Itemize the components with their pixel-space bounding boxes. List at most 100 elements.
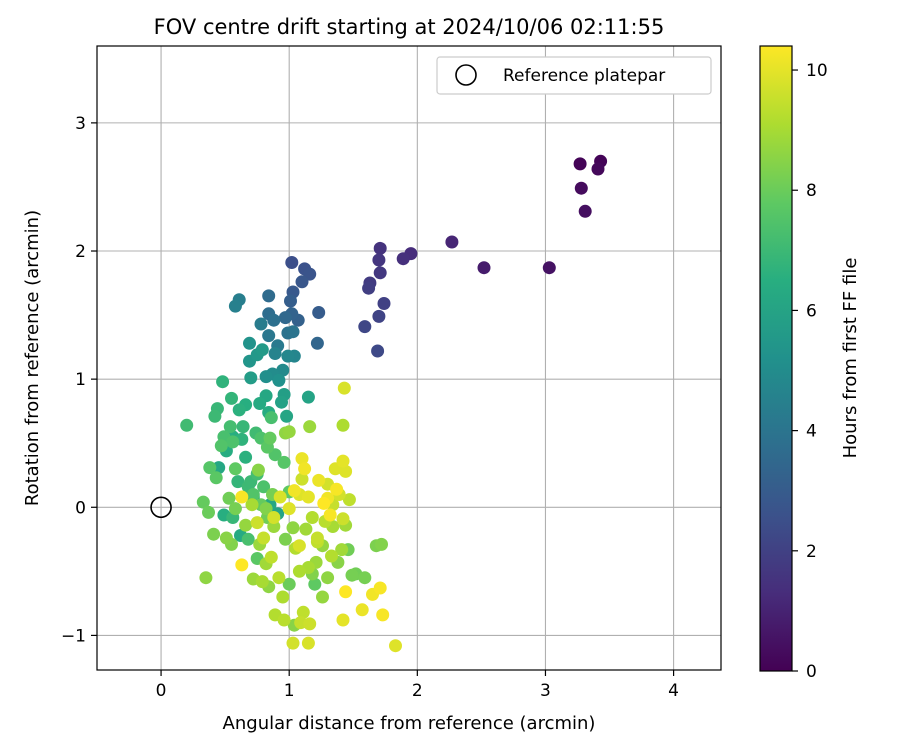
data-point: [358, 571, 372, 585]
data-point: [337, 381, 351, 395]
data-point: [573, 157, 587, 171]
data-point: [371, 344, 385, 358]
data-point: [239, 518, 253, 532]
data-point: [591, 162, 605, 176]
data-point: [578, 204, 592, 218]
y-tick-label: −1: [61, 626, 86, 646]
data-point: [277, 613, 291, 627]
data-point: [255, 575, 269, 589]
data-point: [207, 527, 221, 541]
data-point: [280, 409, 294, 423]
data-point: [244, 371, 258, 385]
data-point: [264, 411, 278, 425]
data-point: [316, 590, 329, 604]
data-point: [339, 464, 353, 478]
data-point: [262, 289, 276, 303]
data-point: [336, 418, 350, 432]
data-point: [199, 571, 213, 585]
data-point: [180, 418, 194, 432]
data-point: [292, 539, 306, 553]
data-point: [278, 311, 292, 325]
data-point: [267, 511, 281, 524]
data-point: [212, 461, 226, 475]
data-point: [257, 531, 271, 545]
plot-frame: [96, 45, 722, 671]
x-axis-label: Angular distance from reference (arcmin): [223, 713, 596, 734]
data-point: [241, 532, 255, 546]
data-point: [286, 521, 300, 535]
data-point: [245, 498, 259, 512]
data-point: [372, 253, 386, 267]
data-point: [477, 261, 491, 275]
y-tick-label: 2: [75, 242, 86, 262]
data-point: [203, 461, 217, 475]
colorbar-gradient: [759, 45, 793, 672]
data-point: [295, 472, 309, 486]
data-point: [263, 431, 277, 445]
chart-title: FOV centre drift starting at 2024/10/06 …: [154, 15, 665, 39]
data-point: [301, 636, 315, 650]
data-point: [255, 343, 269, 357]
data-point: [243, 336, 256, 350]
data-point: [396, 252, 410, 266]
data-point: [225, 391, 238, 405]
data-point: [209, 471, 223, 485]
data-point: [228, 502, 242, 516]
y-axis-label: Rotation from reference (arcmin): [22, 210, 43, 506]
data-point: [264, 550, 278, 564]
data-point: [445, 235, 459, 249]
data-point: [377, 297, 391, 310]
data-point: [542, 261, 556, 275]
data-point: [223, 420, 237, 434]
data-point: [296, 605, 310, 619]
data-point: [373, 581, 387, 595]
data-point: [275, 395, 288, 409]
colorbar-tick-label: 2: [806, 542, 817, 562]
grid-lines: [97, 46, 721, 670]
data-point: [219, 531, 233, 545]
data-point: [235, 558, 249, 572]
data-point: [389, 639, 402, 653]
data-point: [342, 493, 356, 507]
data-point: [286, 325, 300, 339]
x-tick-label: 2: [412, 681, 423, 701]
data-point: [273, 490, 287, 504]
data-point: [330, 482, 344, 496]
colorbar-tick-label: 8: [806, 181, 817, 201]
data-point: [222, 491, 236, 505]
data-point: [236, 420, 250, 434]
data-point: [303, 617, 317, 631]
data-point: [259, 502, 273, 516]
data-point: [312, 306, 326, 319]
data-point: [282, 502, 296, 516]
data-point: [267, 313, 281, 327]
data-points: [180, 154, 608, 653]
data-point: [259, 370, 273, 384]
y-tick-label: 1: [75, 370, 86, 390]
x-axis-ticks: 0 1 2 3 4: [156, 670, 679, 701]
data-point: [339, 585, 353, 599]
colorbar-tick-label: 10: [806, 61, 828, 81]
data-point: [336, 512, 350, 526]
data-point: [295, 452, 309, 466]
colorbar: 0 2 4 6 8 10 Hours from first FF file: [759, 45, 861, 682]
legend-label-reference: Reference platepar: [503, 66, 665, 86]
data-point: [321, 571, 335, 585]
data-point: [355, 603, 369, 617]
reference-platepar-marker: [150, 496, 172, 519]
data-point: [335, 543, 349, 557]
data-point: [317, 496, 331, 510]
data-point: [257, 480, 271, 494]
data-point: [277, 455, 291, 469]
x-tick-label: 1: [284, 681, 295, 701]
data-point: [284, 294, 297, 308]
data-point: [253, 397, 267, 410]
data-point: [336, 454, 350, 468]
data-point: [231, 475, 245, 489]
legend-box: [436, 56, 712, 95]
data-point: [325, 549, 338, 563]
data-point: [310, 531, 324, 545]
data-point: [287, 484, 301, 498]
data-point: [216, 375, 230, 389]
